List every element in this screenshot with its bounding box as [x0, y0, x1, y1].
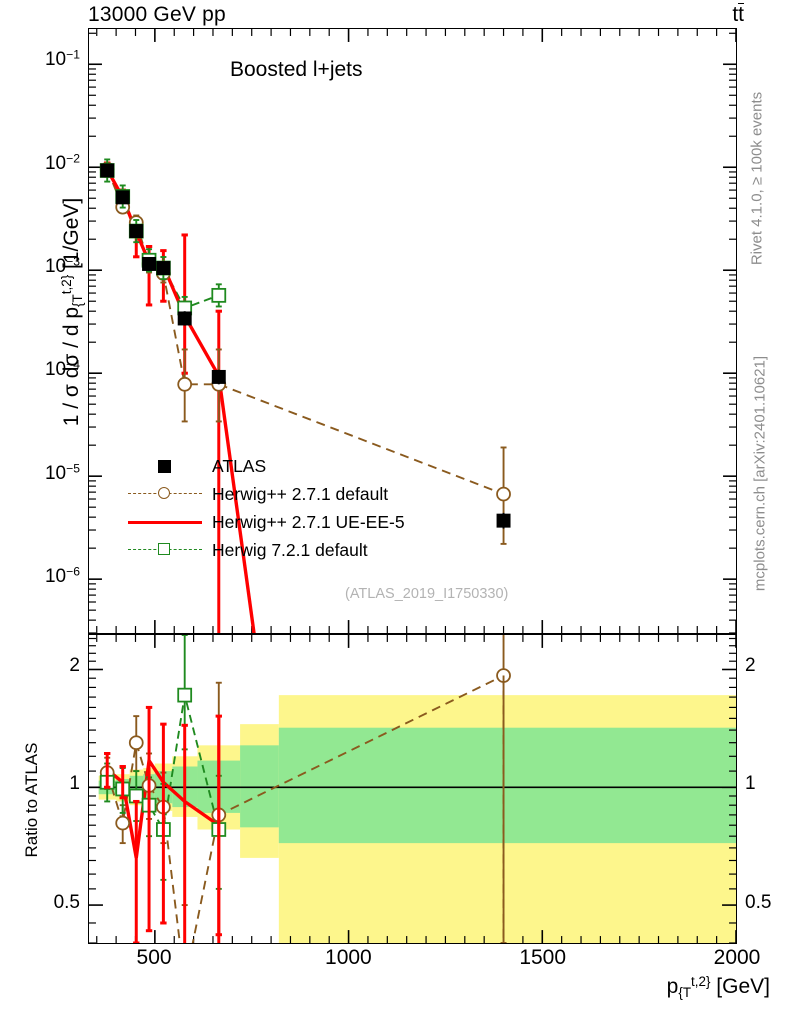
- marker-atlas: [177, 311, 192, 326]
- legend: ATLAS Herwig++ 2.7.1 default Herwig++ 2.7.…: [128, 452, 405, 564]
- ratio-marker-herwigpp-default: [128, 735, 144, 751]
- legend-item-2[interactable]: Herwig++ 2.7.1 UE-EE-5: [128, 508, 405, 536]
- header-process-label: tt: [732, 3, 744, 26]
- marker-atlas: [211, 369, 226, 384]
- ratio-band-inner: [240, 745, 279, 828]
- marker-atlas: [156, 261, 171, 276]
- marker-herwig721: [211, 287, 227, 303]
- y-tick-label-ratio-left: 0.5: [53, 891, 80, 913]
- legend-label-3: Herwig 7.2.1 default: [212, 539, 368, 560]
- legend-item-3[interactable]: Herwig 7.2.1 default: [128, 536, 405, 564]
- sidenote-rivet-version: Rivet 4.1.0, ≥ 100k events: [748, 91, 766, 266]
- marker-atlas: [100, 163, 115, 178]
- y-tick-label-ratio-right: 0.5: [745, 891, 772, 913]
- plot-title: Boosted l+jets: [230, 58, 363, 81]
- x-axis-label: p{Tt,2} [GeV]: [667, 975, 770, 999]
- marker-atlas: [142, 256, 157, 271]
- y-tick-label-main: 10−1: [44, 48, 80, 71]
- x-tick-label: 500: [136, 946, 172, 969]
- legend-key-2: [128, 511, 202, 533]
- x-tick-label: 1500: [519, 946, 567, 969]
- series-line-herwigpp-default: [106, 168, 504, 495]
- ratio-marker-herwigpp-default: [115, 815, 131, 831]
- marker-herwigpp-default: [496, 486, 511, 502]
- legend-key-0: [128, 455, 202, 477]
- legend-label-1: Herwig++ 2.7.1 default: [212, 483, 389, 504]
- ratio-plot-panel[interactable]: [88, 634, 737, 944]
- legend-item-1[interactable]: Herwig++ 2.7.1 default: [128, 480, 405, 508]
- main-plot-panel[interactable]: [88, 28, 737, 634]
- y-tick-label-main: 10−5: [44, 461, 80, 484]
- ratio-plot-canvas: [89, 635, 736, 943]
- header-process-overbar: t: [738, 3, 744, 26]
- ratio-band-inner: [278, 727, 736, 844]
- y-tick-label-ratio-right: 1: [745, 773, 756, 795]
- sidenote-mcplots-source: mcplots.cern.ch [arXiv:2401.10621]: [751, 355, 769, 592]
- legend-key-3: [128, 539, 202, 561]
- x-axis-label-sub: {T: [678, 984, 692, 1000]
- marker-atlas: [496, 513, 511, 528]
- main-plot-canvas: [89, 29, 736, 633]
- x-tick-label: 1000: [325, 946, 372, 969]
- legend-line-2: [128, 521, 202, 524]
- header-beam-info: 13000 GeV pp: [88, 3, 226, 26]
- x-axis-label-prefix: p: [666, 975, 679, 998]
- marker-atlas: [129, 224, 144, 239]
- marker-herwigpp-default: [177, 376, 193, 392]
- y-tick-label-main: 10−2: [44, 151, 80, 174]
- legend-item-0[interactable]: ATLAS: [128, 452, 405, 480]
- ratio-line-herwigpp-default: [106, 674, 504, 943]
- y-axis-label-main: 1 / σ dσ / d p{Tt,2} [1/GeV]: [59, 22, 85, 602]
- legend-marker-open-circle-icon: [158, 487, 170, 499]
- legend-label-2: Herwig++ 2.7.1 UE-EE-5: [212, 511, 405, 532]
- legend-marker-open-square-icon: [158, 543, 170, 555]
- marker-atlas: [115, 190, 130, 205]
- y-axis-label-ratio: Ratio to ATLAS: [22, 742, 41, 858]
- x-tick-label: 2000: [713, 946, 761, 969]
- y-tick-label-main: 10−6: [44, 564, 80, 587]
- series-line-herwigpp-ueee5-tail: [217, 375, 256, 633]
- legend-marker-filled-square-icon: [158, 460, 171, 473]
- ratio-marker-herwig721: [177, 687, 193, 703]
- analysis-watermark: (ATLAS_2019_I1750330): [345, 586, 509, 602]
- legend-label-0: ATLAS: [212, 455, 267, 476]
- x-axis-label-suffix: [GeV]: [710, 975, 770, 998]
- legend-key-1: [128, 483, 202, 505]
- y-tick-label-main: 10−3: [44, 254, 80, 278]
- y-tick-label-main: 10−4: [44, 358, 80, 381]
- x-axis-label-sup: t,2}: [691, 974, 711, 990]
- y-axis-label-sub: {T: [69, 294, 85, 307]
- y-tick-label-ratio-left: 2: [69, 654, 80, 676]
- y-tick-label-ratio-right: 2: [745, 654, 756, 676]
- y-tick-label-ratio-left: 1: [69, 773, 80, 795]
